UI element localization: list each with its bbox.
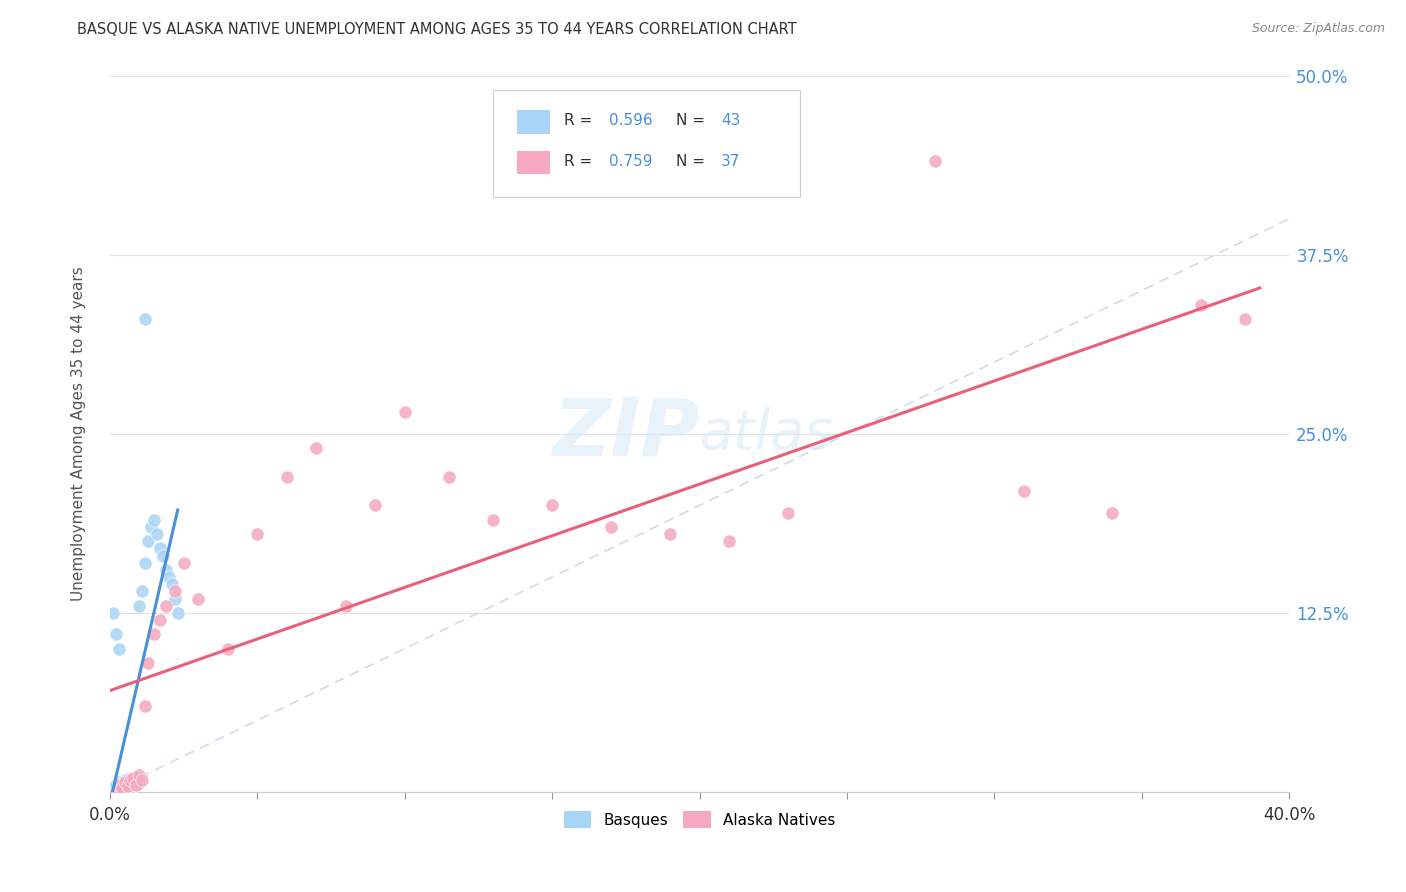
Point (111, 776, 134, 790)
Point (1189, 298, 1212, 312)
Point (160, 577, 183, 591)
Text: R =: R = (564, 154, 598, 169)
Point (125, 778, 148, 792)
Point (541, 499, 564, 513)
Point (155, 563, 177, 577)
Point (101, 606, 124, 620)
FancyBboxPatch shape (517, 151, 550, 175)
FancyBboxPatch shape (517, 110, 550, 134)
Text: N =: N = (676, 113, 710, 128)
Point (718, 534, 741, 549)
Point (155, 599, 177, 613)
Point (217, 641, 239, 656)
Point (104, 627, 127, 641)
Point (128, 768, 150, 782)
Point (122, 773, 145, 788)
Y-axis label: Unemployment Among Ages 35 to 44 years: Unemployment Among Ages 35 to 44 years (72, 267, 86, 601)
Point (104, 785, 127, 799)
Point (107, 778, 129, 792)
Point (482, 513, 505, 527)
Point (122, 771, 145, 785)
Text: 0.596: 0.596 (609, 113, 652, 128)
Text: R =: R = (564, 113, 598, 128)
Point (134, 312, 156, 326)
Text: Source: ZipAtlas.com: Source: ZipAtlas.com (1251, 22, 1385, 36)
Point (305, 441, 328, 455)
Point (166, 606, 188, 620)
Point (117, 782, 139, 797)
Point (131, 584, 153, 599)
Point (134, 556, 156, 570)
Point (114, 775, 136, 789)
Point (600, 520, 623, 534)
Point (104, 780, 127, 795)
Point (107, 641, 129, 656)
Point (111, 785, 134, 799)
Point (107, 785, 129, 799)
Point (101, 785, 124, 799)
Point (107, 779, 129, 793)
Point (120, 775, 142, 789)
Point (107, 782, 129, 797)
Point (134, 698, 156, 713)
Point (394, 405, 416, 419)
Point (136, 534, 159, 549)
Point (107, 775, 129, 789)
Point (101, 782, 124, 797)
Point (335, 599, 357, 613)
Point (104, 785, 127, 799)
Point (187, 591, 209, 606)
Point (111, 780, 134, 795)
Text: 37: 37 (721, 154, 740, 169)
Point (146, 527, 169, 541)
Text: 0.759: 0.759 (609, 154, 652, 169)
Point (149, 613, 172, 627)
Point (125, 771, 148, 785)
Point (659, 527, 682, 541)
Point (117, 772, 139, 786)
Point (173, 556, 195, 570)
Point (122, 779, 145, 793)
Point (149, 541, 172, 556)
Point (111, 780, 134, 795)
Point (143, 627, 166, 641)
Point (246, 527, 269, 541)
Point (143, 513, 166, 527)
Point (114, 779, 136, 793)
Point (924, 154, 946, 169)
Point (1234, 312, 1257, 326)
Point (125, 778, 148, 792)
Text: atlas: atlas (700, 408, 834, 460)
Point (114, 773, 136, 788)
Point (276, 469, 298, 483)
Point (131, 773, 153, 788)
Legend: Basques, Alaska Natives: Basques, Alaska Natives (558, 805, 842, 835)
Point (136, 656, 159, 670)
Point (776, 506, 799, 520)
Point (128, 599, 150, 613)
Point (128, 776, 150, 790)
Point (114, 783, 136, 797)
Point (104, 778, 127, 792)
Point (163, 584, 186, 599)
Text: 43: 43 (721, 113, 740, 128)
Point (120, 780, 142, 795)
Point (1101, 506, 1123, 520)
FancyBboxPatch shape (494, 90, 800, 197)
Point (120, 773, 142, 788)
Point (163, 591, 186, 606)
Point (364, 499, 387, 513)
Point (157, 570, 180, 584)
Point (437, 469, 460, 483)
Text: ZIP: ZIP (553, 395, 700, 473)
Point (117, 778, 139, 792)
Point (117, 779, 139, 793)
Point (1012, 484, 1035, 499)
Text: N =: N = (676, 154, 710, 169)
Point (139, 520, 162, 534)
Text: BASQUE VS ALASKA NATIVE UNEMPLOYMENT AMONG AGES 35 TO 44 YEARS CORRELATION CHART: BASQUE VS ALASKA NATIVE UNEMPLOYMENT AMO… (77, 22, 797, 37)
Point (152, 549, 174, 563)
